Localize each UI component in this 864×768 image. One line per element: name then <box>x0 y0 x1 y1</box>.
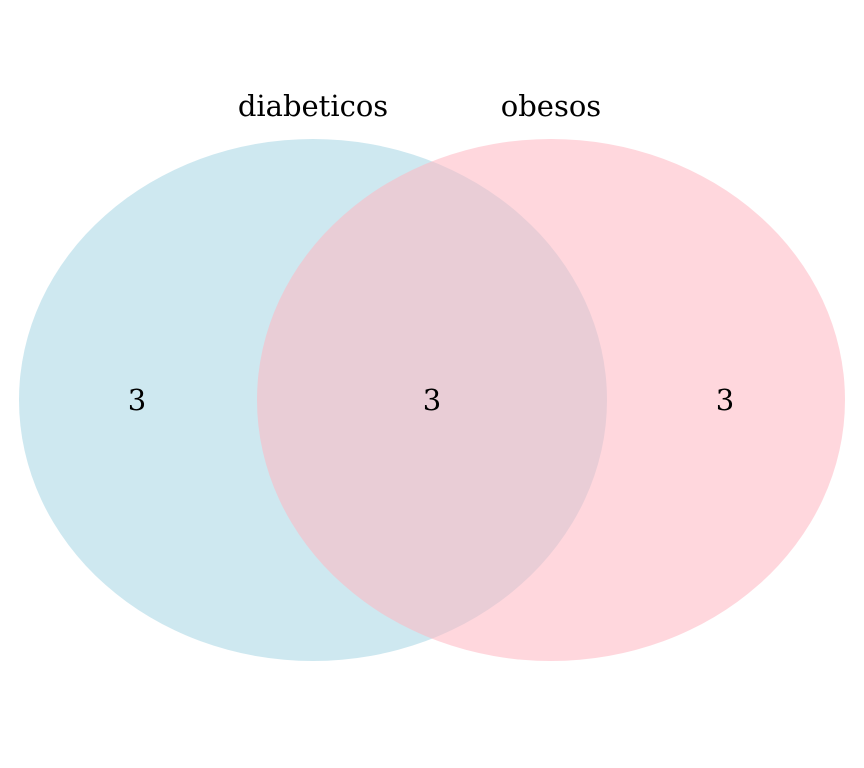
intersection-count: 3 <box>423 383 441 417</box>
diabeticos-only-count: 3 <box>128 383 146 417</box>
obesos-only-count: 3 <box>716 383 734 417</box>
diabeticos-set-label: diabeticos <box>238 89 388 123</box>
obesos-circle <box>257 139 845 661</box>
obesos-set-label: obesos <box>501 89 601 123</box>
